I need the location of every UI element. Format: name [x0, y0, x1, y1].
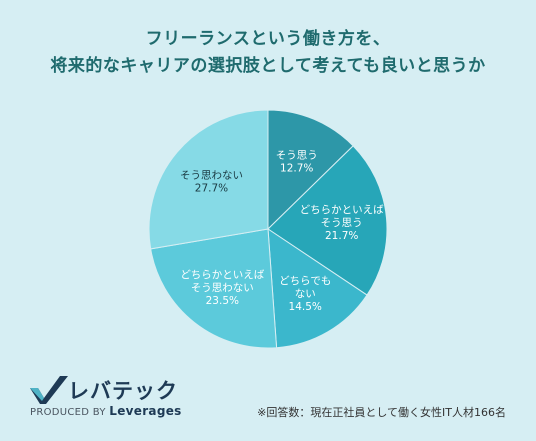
- chart-title-line-1: フリーランスという働き方を、: [145, 29, 391, 49]
- pie-slice-3: [267, 228, 368, 349]
- pie-slice-label-5: そう思わない 27.7%: [180, 170, 243, 195]
- produced-by: PRODUCED BY Leverages: [30, 404, 182, 418]
- pie-slice-1: [267, 109, 354, 231]
- produced-by-text: PRODUCED BY: [30, 407, 106, 418]
- pie-slice-label-2: どちらかといえばそう思う 21.7%: [300, 204, 384, 242]
- pie-slice-2: [267, 145, 388, 296]
- pie-slice-4: [150, 228, 278, 349]
- chart-title: フリーランスという働き方を、 将来的なキャリアの選択肢として考えても良いと思うか: [0, 26, 536, 80]
- pie-slice-5: [148, 109, 269, 250]
- levtech-logo: レバテック PRODUCED BY Leverages: [28, 374, 188, 424]
- pie-slice-label-4: どちらかといえばそう思わない 23.5%: [180, 269, 264, 307]
- check-mark-icon: [30, 376, 68, 404]
- company-name: Leverages: [109, 404, 182, 418]
- chart-title-line-2: 将来的なキャリアの選択肢として考えても良いと思うか: [50, 56, 486, 76]
- pie-slice-label-1: そう思う 12.7%: [276, 149, 318, 174]
- brand-name: レバテック: [68, 379, 178, 403]
- footnote: ※回答数：現在正社員として働く女性IT人材166名: [257, 406, 506, 419]
- pie-slice-label-3: どちらでもない 14.5%: [279, 275, 331, 313]
